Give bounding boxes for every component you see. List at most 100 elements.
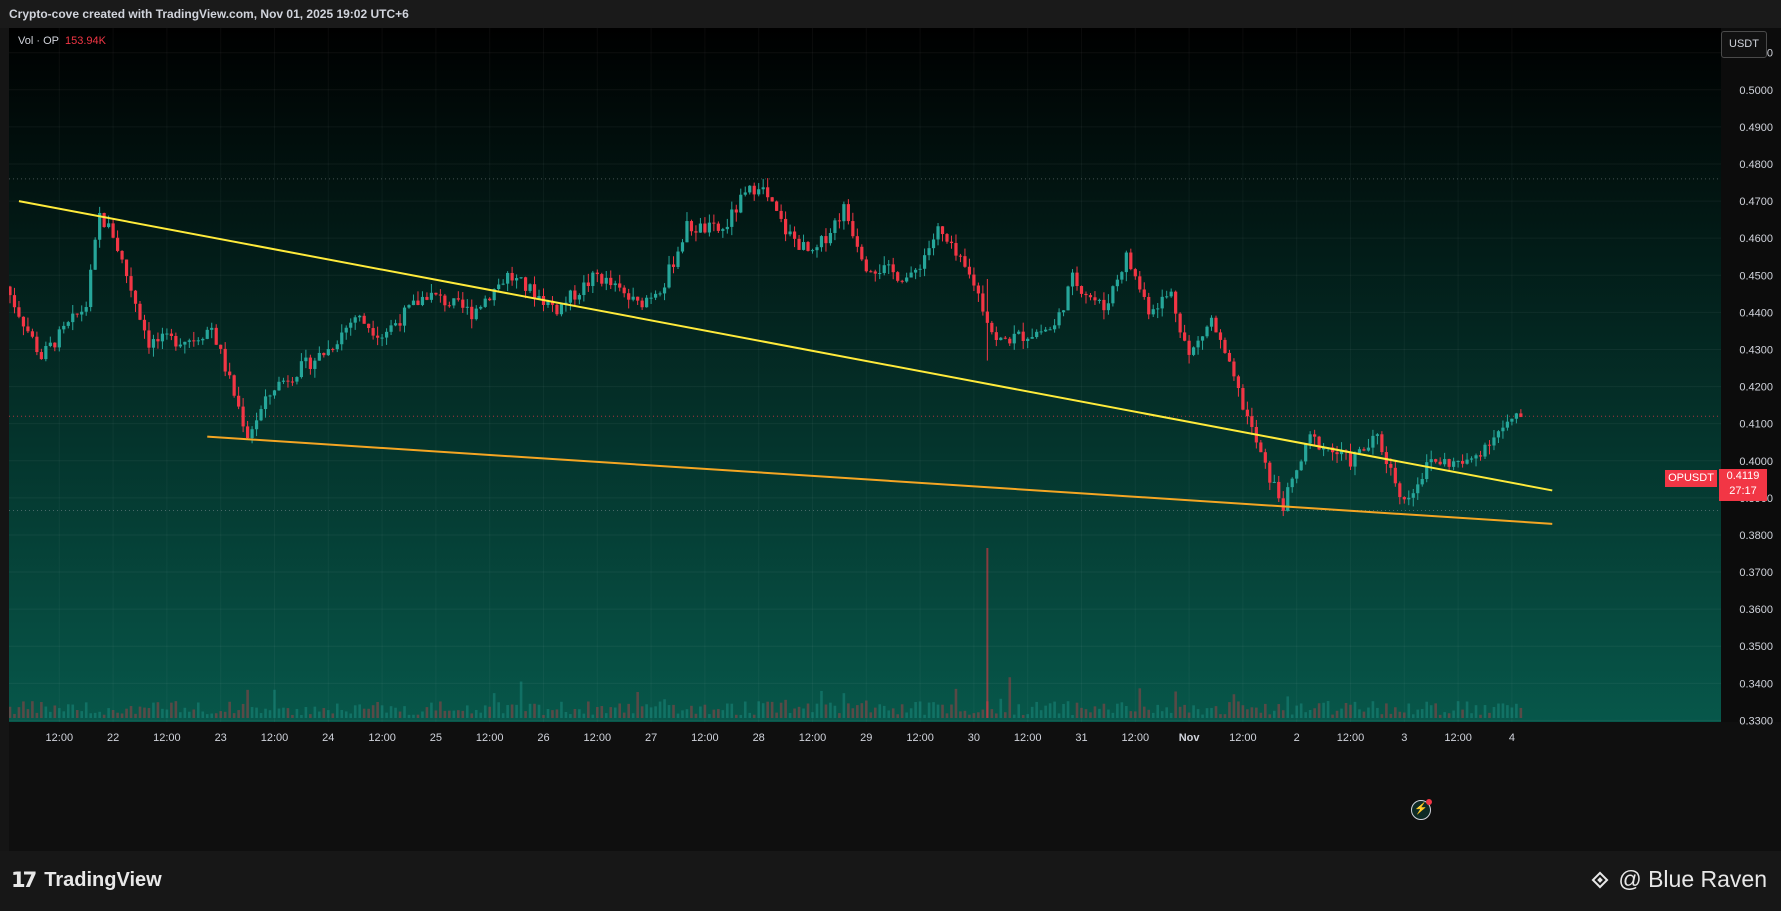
volume-bar <box>205 714 209 718</box>
candle-body <box>1259 442 1263 453</box>
brand-watermark: @ Blue Raven <box>1588 866 1767 893</box>
candle-body <box>1483 444 1487 457</box>
volume-bar <box>533 703 536 718</box>
chart-area[interactable]: 0.51000.50000.49000.48000.47000.46000.45… <box>9 28 1781 851</box>
candle-body <box>1357 449 1362 453</box>
candle-body <box>653 293 658 298</box>
candle-body <box>730 209 734 227</box>
volume-bar <box>775 712 778 718</box>
candle-body <box>1205 326 1209 337</box>
candle-body <box>1416 484 1420 494</box>
candle-body <box>420 296 425 306</box>
volume-bar <box>1214 706 1218 718</box>
volume-bar <box>1151 712 1155 718</box>
volume-bar <box>1030 706 1034 718</box>
volume-bar <box>1089 712 1092 718</box>
volume-bar <box>340 709 344 718</box>
volume-bar <box>1281 710 1285 718</box>
volume-bar <box>959 711 962 718</box>
volume-bar <box>739 714 743 718</box>
volume-bar <box>672 704 675 718</box>
volume-bar <box>761 703 765 718</box>
candle-body <box>1380 434 1384 453</box>
volume-bar <box>439 701 442 718</box>
volume-bar <box>210 713 214 718</box>
candle-body <box>1304 443 1308 462</box>
time-axis-tick-label: 12:00 <box>584 732 612 744</box>
volume-bar <box>847 703 850 718</box>
volume-bar <box>147 708 151 718</box>
volume-bar <box>1012 714 1016 718</box>
volume-bar <box>49 711 52 718</box>
candle-body <box>465 306 469 308</box>
candle-body <box>219 344 223 349</box>
candle-body <box>259 409 263 421</box>
volume-bar <box>1120 702 1124 718</box>
time-axis-tick-label: 29 <box>860 732 872 744</box>
candle-body <box>1263 452 1267 463</box>
candle-body <box>232 375 236 396</box>
volume-bar <box>143 707 146 718</box>
chart-caption: Crypto-cove created with TradingView.com… <box>9 7 409 21</box>
volume-bar <box>1389 713 1393 718</box>
volume-bar <box>452 710 456 718</box>
volume-legend-prefix: Vol · OP <box>18 35 59 47</box>
volume-bar <box>1376 707 1379 718</box>
volume-bar <box>1340 708 1343 718</box>
volume-bar <box>1048 703 1052 718</box>
volume-bar <box>1201 714 1204 718</box>
candle-body <box>389 325 393 332</box>
volume-bar-spike <box>986 548 989 718</box>
volume-bar <box>412 714 415 718</box>
tradingview-logo-icon: 𝟭𝟳 <box>11 869 37 892</box>
candle-body <box>447 305 451 307</box>
candle-body <box>1129 252 1133 270</box>
candle-body <box>120 250 124 260</box>
candle-body <box>640 300 644 308</box>
candle-body <box>1362 449 1366 451</box>
volume-bar <box>93 712 97 718</box>
volume-bar <box>1456 701 1460 718</box>
candle-body <box>618 283 622 288</box>
candle-body <box>214 327 218 345</box>
volume-bar <box>259 713 263 718</box>
candle-body <box>174 336 178 347</box>
price-axis-tick-label: 0.4000 <box>1739 456 1773 468</box>
candle-body <box>178 344 182 347</box>
lightning-icon[interactable]: ⚡ <box>1411 800 1431 820</box>
candle-body <box>528 284 532 291</box>
binance-diamond-icon <box>1591 871 1609 888</box>
volume-bar <box>918 701 922 718</box>
volume-bar <box>53 705 57 718</box>
candle-body <box>1232 361 1236 377</box>
volume-bar <box>1470 713 1473 718</box>
candle-body <box>358 315 362 318</box>
volume-bar <box>1169 712 1173 718</box>
tradingview-logo[interactable]: 𝟭𝟳 TradingView <box>11 868 162 893</box>
candle-body <box>600 274 604 284</box>
candle-body <box>636 296 640 301</box>
currency-button[interactable]: USDT <box>1721 31 1767 58</box>
volume-bar <box>492 693 496 718</box>
volume-bar <box>945 713 949 718</box>
candle-body <box>1460 461 1465 464</box>
volume-bar <box>752 714 756 718</box>
volume-bar <box>44 706 48 718</box>
volume-bar <box>385 712 388 718</box>
price-chart[interactable]: 0.51000.50000.49000.48000.47000.46000.45… <box>9 28 1781 851</box>
volume-bar <box>1519 707 1523 718</box>
volume-bar <box>1326 701 1330 718</box>
candle-body <box>609 277 613 286</box>
volume-bar <box>1232 694 1236 718</box>
candle-body <box>622 287 626 294</box>
candle-body <box>326 349 330 356</box>
volume-bar <box>824 704 828 718</box>
candle-body <box>1061 310 1066 313</box>
candle-body <box>142 319 147 331</box>
volume-bar <box>726 703 729 718</box>
volume-bar <box>1317 703 1321 718</box>
candle-body <box>322 352 326 356</box>
candle-body <box>1371 435 1375 448</box>
candle-body <box>201 338 205 341</box>
volume-bar <box>134 713 137 718</box>
